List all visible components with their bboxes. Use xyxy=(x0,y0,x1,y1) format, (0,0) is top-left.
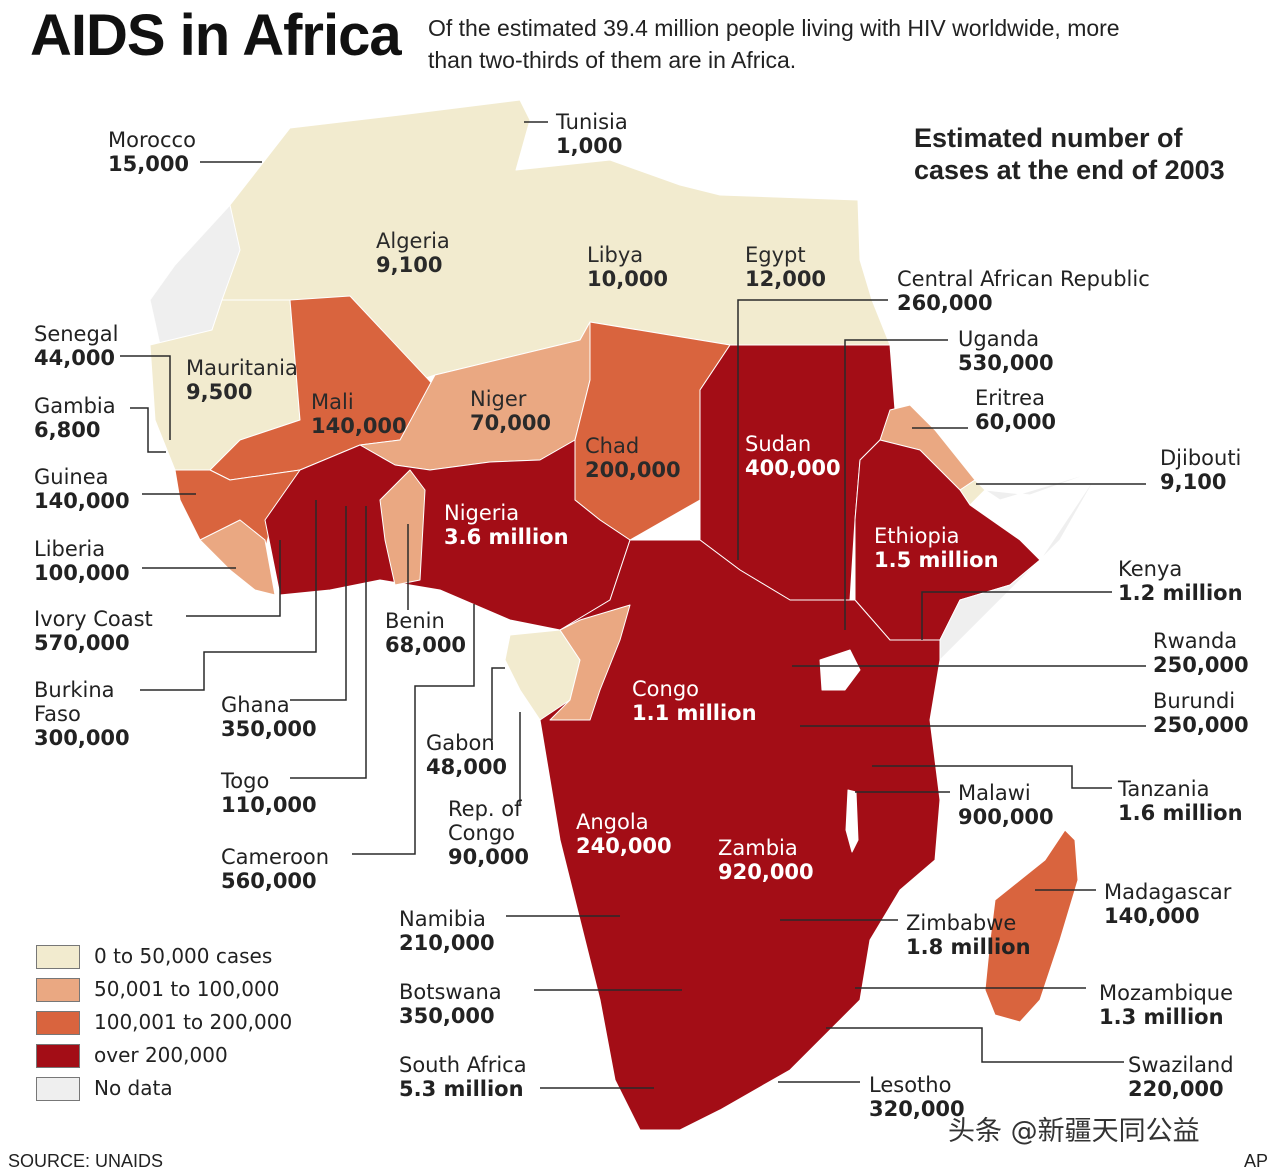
legend-label-100k-200k: 100,001 to 200,000 xyxy=(94,1010,293,1034)
chart-title: AIDS in Africa xyxy=(30,3,402,68)
label-sudan: Sudan 400,000 xyxy=(745,432,841,480)
label-burundi: Burundi 250,000 xyxy=(1153,689,1249,737)
label-ivory-coast: Ivory Coast 570,000 xyxy=(34,607,153,655)
leader-burkina xyxy=(140,500,317,691)
map-heading: Estimated number of cases at the end of … xyxy=(914,122,1225,186)
label-rep-congo: Rep. of Congo 90,000 xyxy=(448,797,530,869)
country-madagascar xyxy=(984,829,1079,1023)
leader-swaziland xyxy=(826,1027,1124,1063)
leader-car xyxy=(737,299,888,560)
subtitle-line-2: than two-thirds of them are in Africa. xyxy=(428,47,797,73)
label-swaziland: Swaziland 220,000 xyxy=(1128,1053,1234,1101)
leader-senegal xyxy=(120,355,171,440)
label-mali: Mali 140,000 xyxy=(311,390,407,438)
label-angola: Angola 240,000 xyxy=(576,810,672,858)
country-liberia xyxy=(199,519,276,596)
label-botswana: Botswana 350,000 xyxy=(399,980,502,1028)
label-mauritania: Mauritania 9,500 xyxy=(186,356,298,404)
leader-togo xyxy=(290,506,367,779)
label-namibia: Namibia 210,000 xyxy=(399,907,495,955)
legend-label-over-200k: over 200,000 xyxy=(94,1043,228,1067)
country-shapes xyxy=(149,99,1101,1131)
label-rwanda: Rwanda 250,000 xyxy=(1153,629,1249,677)
country-benin-togo xyxy=(379,469,426,586)
label-djibouti: Djibouti 9,100 xyxy=(1160,446,1242,494)
label-chad: Chad 200,000 xyxy=(585,434,681,482)
legend-label-no-data: No data xyxy=(94,1076,173,1100)
label-malawi: Malawi 900,000 xyxy=(958,781,1054,829)
region-west-africa-high xyxy=(264,439,631,631)
source-note: SOURCE: UNAIDS xyxy=(8,1151,164,1171)
leader-uganda xyxy=(844,339,948,630)
leader-kenya xyxy=(921,591,1112,640)
map-heading-line-1: Estimated number of xyxy=(914,123,1183,153)
leader-cameroon xyxy=(352,604,475,855)
label-madagascar: Madagascar 140,000 xyxy=(1104,880,1232,928)
label-cameroon: Cameroon 560,000 xyxy=(221,845,330,893)
label-ghana: Ghana 350,000 xyxy=(221,693,317,741)
leader-gabon xyxy=(491,667,505,740)
label-burkina-faso: Burkina Faso 300,000 xyxy=(34,678,130,750)
agency-credit: AP xyxy=(1244,1151,1269,1171)
label-south-africa: South Africa 5.3 million xyxy=(399,1053,527,1101)
label-tanzania: Tanzania 1.6 million xyxy=(1118,777,1243,825)
label-zambia: Zambia 920,000 xyxy=(718,836,814,884)
map-heading-line-2: cases at the end of 2003 xyxy=(914,155,1225,185)
label-egypt: Egypt 12,000 xyxy=(745,243,827,291)
label-gambia: Gambia 6,800 xyxy=(34,394,116,442)
label-togo: Togo 110,000 xyxy=(221,769,317,817)
leader-lines xyxy=(120,121,1146,1089)
label-tunisia: Tunisia 1,000 xyxy=(556,110,628,158)
country-rep-congo xyxy=(549,604,631,721)
subtitle-line-1: Of the estimated 39.4 million people liv… xyxy=(428,15,1120,41)
label-niger: Niger 70,000 xyxy=(470,387,552,435)
label-uganda: Uganda 530,000 xyxy=(958,327,1054,375)
legend-swatch-0-50k xyxy=(36,945,80,969)
label-libya: Libya 10,000 xyxy=(587,243,669,291)
label-liberia: Liberia 100,000 xyxy=(34,537,130,585)
label-guinea: Guinea 140,000 xyxy=(34,465,130,513)
legend-swatch-50k-100k xyxy=(36,978,80,1002)
label-benin: Benin 68,000 xyxy=(385,609,467,657)
watermark: 头条 @新疆天同公益 xyxy=(948,1116,1200,1147)
label-congo-drc: Congo 1.1 million xyxy=(632,677,757,725)
legend-swatch-100k-200k xyxy=(36,1011,80,1035)
leader-gambia xyxy=(130,407,166,453)
label-lesotho: Lesotho 320,000 xyxy=(869,1073,965,1121)
label-gabon: Gabon 48,000 xyxy=(426,731,508,779)
label-mozambique: Mozambique 1.3 million xyxy=(1099,981,1234,1029)
legend-label-50k-100k: 50,001 to 100,000 xyxy=(94,977,280,1001)
lake-victoria xyxy=(819,649,861,691)
lake-malawi xyxy=(845,789,859,853)
legend-label-0-50k: 0 to 50,000 cases xyxy=(94,944,273,968)
leader-ivory-coast xyxy=(186,540,281,617)
legend-swatch-no-data xyxy=(36,1077,80,1101)
leader-tanzania xyxy=(872,765,1112,789)
label-eritrea: Eritrea 60,000 xyxy=(975,386,1057,434)
label-algeria: Algeria 9,100 xyxy=(376,229,450,277)
label-morocco: Morocco 15,000 xyxy=(108,128,196,176)
legend-swatch-over-200k xyxy=(36,1044,80,1068)
label-car: Central African Republic 260,000 xyxy=(897,267,1150,315)
label-ethiopia: Ethiopia 1.5 million xyxy=(874,524,999,572)
label-nigeria: Nigeria 3.6 million xyxy=(444,501,569,549)
chart-subtitle: Of the estimated 39.4 million people liv… xyxy=(428,12,1258,76)
label-zimbabwe: Zimbabwe 1.8 million xyxy=(906,911,1031,959)
label-kenya: Kenya 1.2 million xyxy=(1118,557,1243,605)
label-senegal: Senegal 44,000 xyxy=(34,322,119,370)
leader-ghana xyxy=(290,506,347,701)
